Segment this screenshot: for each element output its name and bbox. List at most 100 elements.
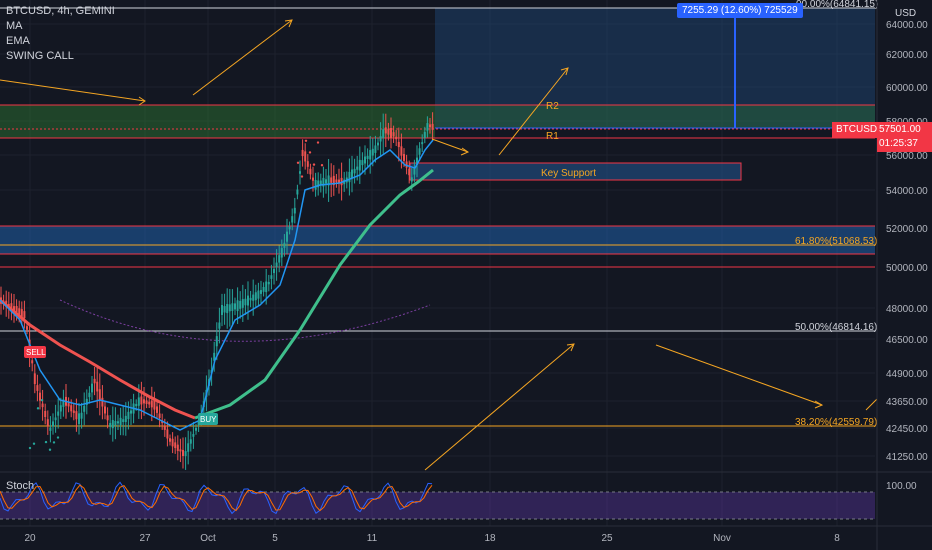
price-tick-label: 41250.00 (886, 452, 928, 463)
candle-body (18, 308, 21, 315)
buy-signal-bg (198, 413, 218, 425)
price-tick-label: 54000.00 (886, 186, 928, 197)
candle-body (361, 160, 364, 166)
candle-body (353, 168, 356, 174)
candle-body (293, 207, 296, 214)
swing-dot (44, 440, 48, 444)
candle-body (31, 360, 34, 364)
candle-body (114, 420, 117, 426)
candle-body (408, 168, 411, 176)
candle-body (179, 449, 182, 452)
candle-body (158, 413, 161, 418)
candle-body (150, 400, 153, 408)
swing-dot (28, 446, 32, 450)
candle-body (304, 151, 307, 162)
candle-body (395, 136, 398, 140)
candle-body (135, 403, 138, 407)
price-tick-label: 43650.00 (886, 397, 928, 408)
key-support-label: Key Support (541, 168, 596, 179)
candle-body (166, 429, 169, 439)
candle-body (130, 410, 132, 414)
last-price-value: 57501.00 (879, 124, 921, 135)
candle-body (358, 159, 361, 171)
ma-line-green (194, 168, 434, 420)
chart-legend[interactable]: BTCUSD, 4h, GEMINI MA EMA SWING CALL (6, 4, 115, 64)
candle-body (231, 303, 234, 311)
ma-line-red (0, 298, 196, 420)
candle-body (299, 171, 301, 174)
candle-body (127, 411, 130, 420)
swing-dot (48, 448, 52, 451)
candle-body (249, 297, 252, 301)
time-axis[interactable]: 20 27 Oct 5 11 18 25 Nov 8 (24, 533, 840, 544)
candle-body (98, 389, 101, 400)
candle-body (382, 129, 385, 138)
candle-body (36, 385, 39, 391)
candle-body (351, 169, 353, 179)
indicator-swing-call[interactable]: SWING CALL (6, 50, 74, 62)
swing-dot (36, 407, 40, 410)
candle-body (182, 449, 184, 457)
time-tick-label: 18 (484, 533, 496, 544)
time-tick-label: 5 (272, 533, 278, 544)
swing-dot (312, 163, 316, 166)
candle-body (309, 168, 312, 175)
stoch-label[interactable]: Stoch (6, 480, 35, 492)
candle-body (306, 161, 309, 167)
resistance-zone-ext (435, 105, 875, 128)
candle-body (23, 311, 26, 319)
swing-dot (56, 436, 60, 439)
swing-dot (320, 164, 324, 167)
candle-body (301, 149, 304, 157)
candle-body (317, 180, 320, 188)
time-tick-label: 8 (834, 533, 840, 544)
candle-body (213, 352, 216, 361)
indicator-ma[interactable]: MA (6, 20, 23, 32)
fib-100-label: 00.00%(64841.15) (796, 0, 878, 10)
symbol-price-tag: BTCUSD (832, 122, 882, 138)
candle-body (252, 294, 255, 301)
stoch-band (0, 492, 875, 519)
symbol-title[interactable]: BTCUSD, 4h, GEMINI (6, 5, 115, 17)
time-tick-label: 20 (24, 533, 36, 544)
candle-body (10, 303, 13, 311)
candle-body (364, 156, 366, 164)
candle-body (377, 142, 379, 146)
price-axis[interactable]: 64000.0062000.0060000.0058000.0056000.00… (886, 20, 928, 463)
price-tick-label: 42450.00 (886, 424, 928, 435)
candle-body (67, 403, 70, 407)
candle-body (330, 177, 333, 183)
swing-dot (52, 441, 56, 444)
candle-body (44, 410, 47, 418)
candle-body (403, 154, 405, 161)
candle-body (241, 299, 244, 308)
swing-dot (300, 175, 304, 178)
candle-body (176, 444, 179, 451)
indicator-ema[interactable]: EMA (6, 35, 30, 47)
r2-label: R2 (546, 101, 559, 112)
candle-body (33, 373, 36, 385)
candle-body (218, 322, 221, 329)
swing-dot (304, 139, 308, 142)
candle-body (189, 439, 192, 444)
candle-body (192, 434, 195, 437)
candle-body (80, 412, 83, 419)
fib-500-label: 50.00%(46814.16) (795, 322, 877, 333)
candle-body (413, 167, 416, 175)
candle-body (88, 392, 91, 398)
candle-body (78, 413, 80, 424)
candle-body (416, 157, 418, 165)
price-tick-label: 52000.00 (886, 224, 928, 235)
r1-label: R1 (546, 131, 559, 142)
candle-body (244, 298, 247, 306)
candle-body (356, 166, 359, 170)
candle-body (46, 419, 49, 427)
price-tick-label: 46500.00 (886, 335, 928, 346)
candle-body (400, 146, 403, 156)
candle-body (431, 123, 434, 130)
candle-body (267, 281, 270, 285)
candle-body (54, 417, 57, 421)
candle-body (280, 248, 283, 258)
